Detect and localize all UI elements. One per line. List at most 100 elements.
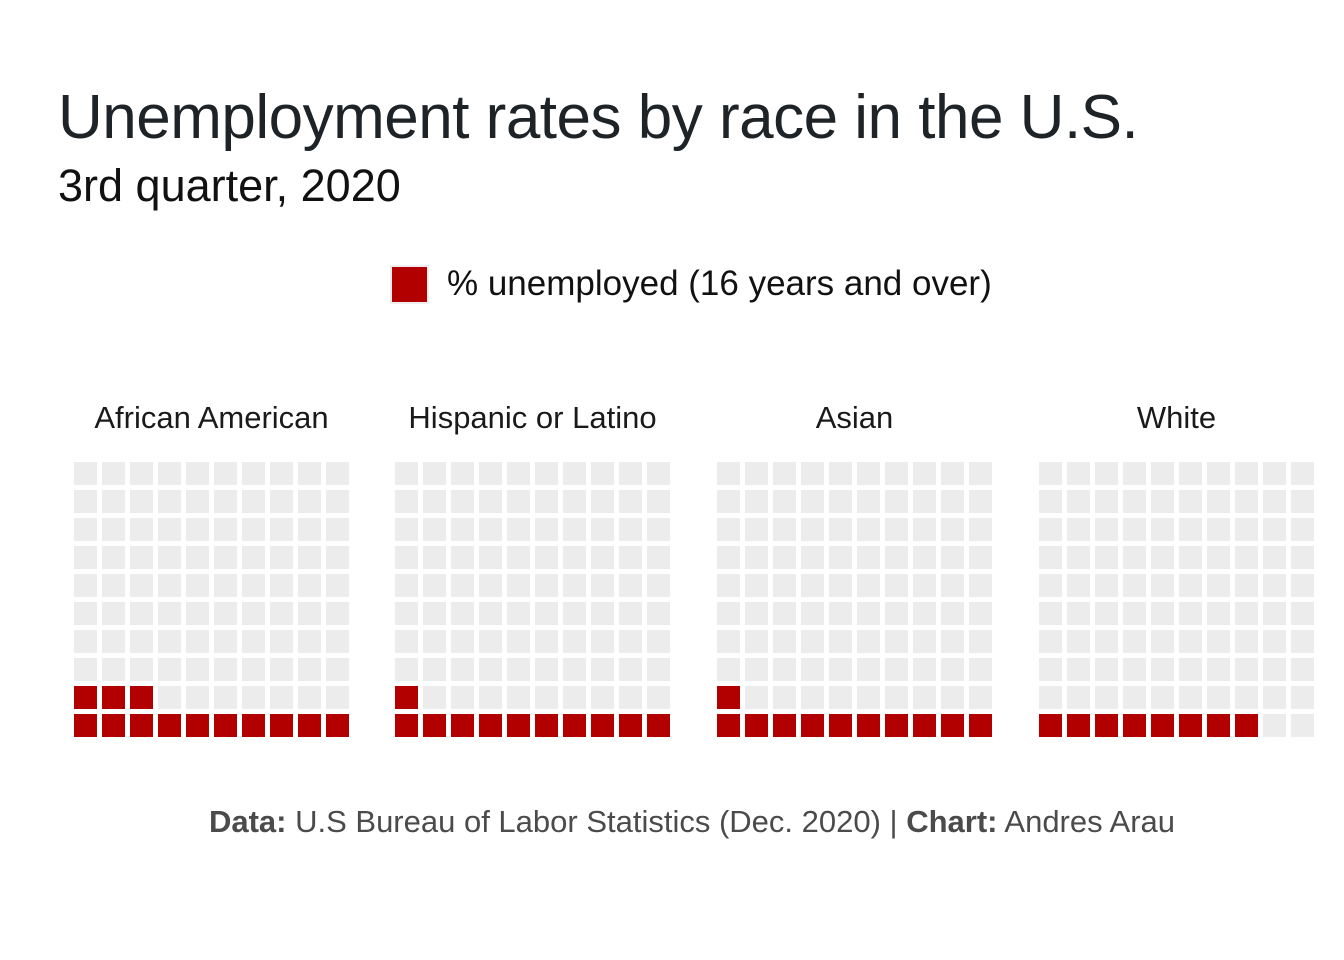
waffle-cell-empty [885, 686, 908, 709]
waffle-cell-empty [1291, 490, 1314, 513]
waffle-cell-empty [913, 602, 936, 625]
waffle-cell-empty [1207, 658, 1230, 681]
waffle-cell-empty [298, 602, 321, 625]
waffle-cell-empty [242, 686, 265, 709]
waffle-cell-empty [102, 462, 125, 485]
waffle-cell-empty [507, 518, 530, 541]
waffle-cell-empty [885, 490, 908, 513]
waffle-cell-empty [186, 490, 209, 513]
waffle-cell-empty [298, 686, 321, 709]
waffle-cell-empty [270, 630, 293, 653]
waffle-cell-empty [1291, 518, 1314, 541]
waffle-cell-empty [1095, 462, 1118, 485]
waffle-cell-empty [298, 574, 321, 597]
waffle-cell-empty [1263, 574, 1286, 597]
waffle-cell-empty [395, 462, 418, 485]
waffle-cell-empty [801, 602, 824, 625]
waffle-cell-filled [130, 714, 153, 737]
waffle-cell-empty [158, 574, 181, 597]
waffle-cell-empty [507, 490, 530, 513]
waffle-cell-empty [326, 574, 349, 597]
waffle-cell-empty [745, 490, 768, 513]
waffle-cell-empty [619, 686, 642, 709]
waffle-cell-filled [102, 714, 125, 737]
waffle-cell-empty [773, 462, 796, 485]
waffle-cell-empty [1039, 546, 1062, 569]
waffle-cell-empty [479, 602, 502, 625]
waffle-cell-empty [298, 462, 321, 485]
waffle-cell-empty [1151, 490, 1174, 513]
waffle-cell-empty [158, 602, 181, 625]
waffle-cell-empty [829, 518, 852, 541]
waffle-cell-empty [647, 686, 670, 709]
waffle-cell-empty [647, 602, 670, 625]
waffle-cell-empty [1263, 462, 1286, 485]
waffle-cell-empty [326, 602, 349, 625]
waffle-cell-empty [857, 630, 880, 653]
waffle-cell-empty [969, 462, 992, 485]
waffle-cell-empty [591, 602, 614, 625]
waffle-cell-empty [242, 518, 265, 541]
waffle-cell-empty [1123, 462, 1146, 485]
waffle-cell-empty [1207, 686, 1230, 709]
panel-label: Hispanic or Latino [408, 400, 656, 435]
waffle-cell-empty [717, 602, 740, 625]
waffle-cell-empty [1067, 630, 1090, 653]
waffle-cell-empty [326, 546, 349, 569]
waffle-cell-empty [913, 546, 936, 569]
waffle-panel-african-american: African American [74, 400, 349, 737]
waffle-cell-empty [1179, 630, 1202, 653]
waffle-cell-empty [535, 546, 558, 569]
waffle-cell-empty [326, 490, 349, 513]
waffle-cell-empty [745, 518, 768, 541]
waffle-cell-empty [451, 602, 474, 625]
waffle-cell-empty [829, 462, 852, 485]
waffle-cell-empty [1095, 602, 1118, 625]
waffle-cell-empty [563, 630, 586, 653]
waffle-cell-empty [74, 546, 97, 569]
waffle-cell-empty [507, 574, 530, 597]
waffle-cell-empty [969, 686, 992, 709]
waffle-cell-empty [507, 462, 530, 485]
waffle-cell-empty [74, 574, 97, 597]
waffle-cell-empty [130, 462, 153, 485]
waffle-cell-filled [913, 714, 936, 737]
waffle-cell-empty [969, 574, 992, 597]
waffle-cell-empty [242, 546, 265, 569]
waffle-cell-empty [745, 462, 768, 485]
waffle-cell-filled [130, 686, 153, 709]
waffle-cell-empty [74, 462, 97, 485]
waffle-cell-empty [102, 630, 125, 653]
waffle-cell-empty [885, 546, 908, 569]
waffle-cell-empty [186, 462, 209, 485]
waffle-cell-empty [1151, 686, 1174, 709]
waffle-cell-filled [158, 714, 181, 737]
waffle-cell-empty [479, 630, 502, 653]
waffle-cell-empty [1039, 658, 1062, 681]
waffle-cell-empty [479, 518, 502, 541]
waffle-cell-empty [186, 630, 209, 653]
waffle-cell-empty [1263, 602, 1286, 625]
waffle-cell-empty [745, 686, 768, 709]
waffle-cell-empty [158, 546, 181, 569]
waffle-cell-empty [885, 630, 908, 653]
waffle-cell-empty [158, 518, 181, 541]
waffle-cell-empty [591, 462, 614, 485]
waffle-cell-empty [619, 546, 642, 569]
waffle-cell-empty [1151, 630, 1174, 653]
waffle-cell-empty [507, 630, 530, 653]
waffle-cell-empty [186, 658, 209, 681]
waffle-cell-empty [913, 686, 936, 709]
waffle-cell-empty [857, 686, 880, 709]
waffle-cell-empty [298, 658, 321, 681]
waffle-cell-empty [479, 546, 502, 569]
waffle-cell-empty [941, 490, 964, 513]
waffle-cell-empty [647, 574, 670, 597]
waffle-cell-empty [857, 518, 880, 541]
waffle-cell-empty [885, 574, 908, 597]
waffle-cell-empty [214, 546, 237, 569]
waffle-cell-empty [298, 490, 321, 513]
caption-data-text: U.S Bureau of Labor Statistics (Dec. 202… [286, 804, 907, 839]
waffle-cell-empty [1291, 602, 1314, 625]
legend: % unemployed (16 years and over) [390, 262, 992, 306]
